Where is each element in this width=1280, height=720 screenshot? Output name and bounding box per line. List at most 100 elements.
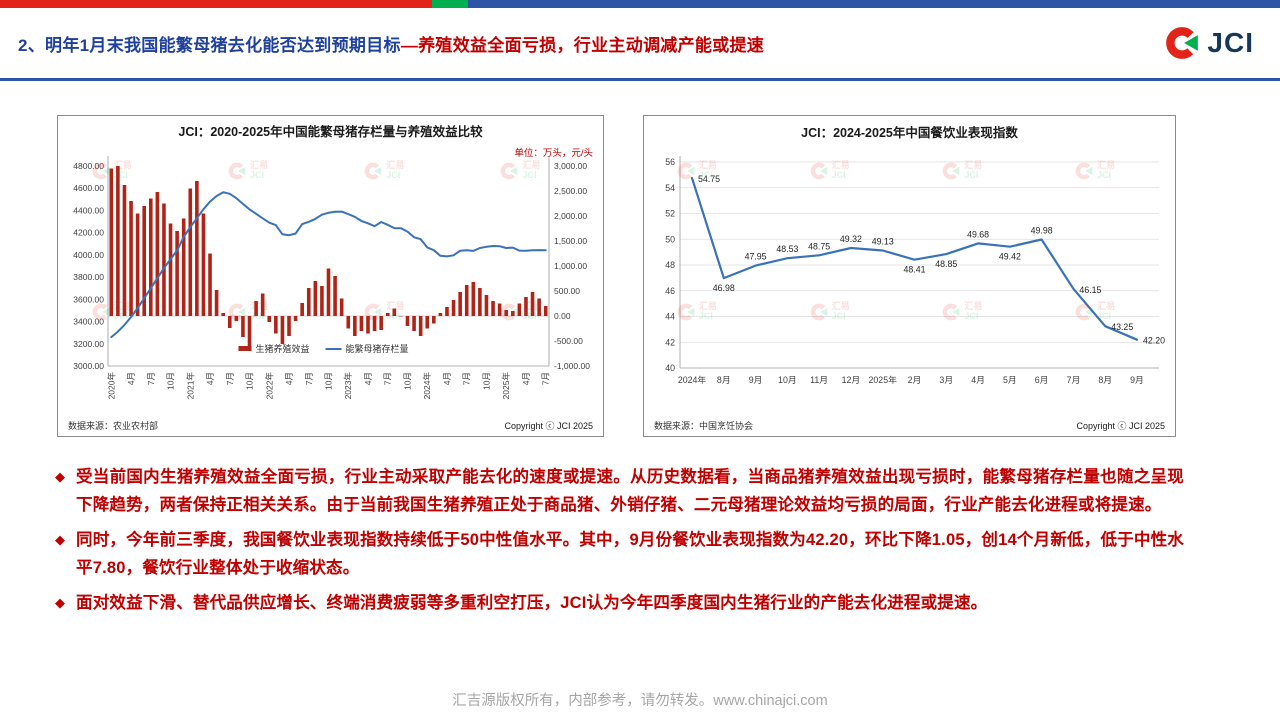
svg-text:46.98: 46.98 — [713, 283, 735, 293]
bullet-text: 受当前国内生猪养殖效益全面亏损，行业主动采取产能去化的速度或提速。从历史数据看，… — [76, 468, 1184, 515]
svg-text:56: 56 — [665, 157, 675, 167]
catering-index-chart: JCI：2024-2025年中国餐饮业表现指数 56 54 52 50 48 46 44 42 4… — [643, 115, 1176, 437]
svg-text:7月: 7月 — [383, 372, 393, 385]
svg-text:48.85: 48.85 — [935, 259, 957, 269]
svg-text:46.15: 46.15 — [1079, 285, 1101, 295]
svg-text:2023年: 2023年 — [343, 372, 353, 400]
footer: 汇吉源版权所有，内部参考，请勿转发。www.chinajci.com — [0, 689, 1280, 710]
svg-text:43.25: 43.25 — [1111, 322, 1133, 332]
bullet-text: 面对效益下滑、替代品供应增长、终端消费疲弱等多重利空打压，JCI认为今年四季度国… — [76, 594, 988, 613]
svg-text:7月: 7月 — [541, 372, 551, 385]
svg-text:500.00: 500.00 — [554, 286, 580, 296]
topbar-red-segment — [0, 0, 432, 8]
svg-text:4000.00: 4000.00 — [73, 250, 104, 260]
svg-text:2025年: 2025年 — [501, 372, 511, 400]
svg-text:6月: 6月 — [1035, 375, 1049, 385]
svg-text:4400.00: 4400.00 — [73, 205, 104, 215]
bullet-diamond-icon: ◆ — [55, 595, 65, 611]
svg-text:0.00: 0.00 — [554, 311, 571, 321]
jci-logo-mark-icon — [1166, 27, 1199, 59]
svg-text:JCI：2020-2025年中国能繁母猪存栏量与养殖效益比较: JCI：2020-2025年中国能繁母猪存栏量与养殖效益比较 — [178, 124, 483, 139]
svg-text:3600.00: 3600.00 — [73, 294, 104, 304]
jci-logo: JCI — [1163, 24, 1254, 62]
page-title-sub: —养殖效益全面亏损，行业主动调减产能或提速 — [400, 35, 765, 55]
svg-text:2021年: 2021年 — [185, 372, 195, 400]
svg-text:42: 42 — [665, 337, 675, 347]
svg-text:3200.00: 3200.00 — [73, 339, 104, 349]
svg-text:7月: 7月 — [146, 372, 156, 385]
svg-text:4200.00: 4200.00 — [73, 228, 104, 238]
svg-text:3400.00: 3400.00 — [73, 317, 104, 327]
svg-text:46: 46 — [665, 286, 675, 296]
svg-text:单位：万头，元/头: 单位：万头，元/头 — [514, 147, 593, 159]
svg-text:54.75: 54.75 — [698, 174, 720, 184]
svg-text:2025年: 2025年 — [869, 374, 898, 385]
svg-text:JCI：2024-2025年中国餐饮业表现指数: JCI：2024-2025年中国餐饮业表现指数 — [801, 125, 1018, 140]
svg-text:5月: 5月 — [1003, 375, 1017, 385]
svg-text:Copyright ⓒ JCI 2025: Copyright ⓒ JCI 2025 — [1076, 421, 1165, 431]
svg-text:7月: 7月 — [1067, 375, 1081, 385]
svg-text:52: 52 — [665, 209, 675, 219]
svg-text:49.98: 49.98 — [1031, 226, 1053, 236]
svg-text:3,000.00: 3,000.00 — [554, 161, 587, 171]
bullet-text: 同时，今年前三季度，我国餐饮业表现指数持续低于50中性值水平。其中，9月份餐饮业… — [76, 531, 1184, 578]
svg-text:42.20: 42.20 — [1143, 336, 1165, 346]
topbar-green-segment — [432, 0, 468, 8]
svg-text:4月: 4月 — [284, 372, 294, 385]
svg-text:7月: 7月 — [225, 372, 235, 385]
header: 2、明年1月末我国能繁母猪去化能否达到预期目标—养殖效益全面亏损，行业主动调减产… — [0, 8, 1280, 78]
svg-text:数据来源：中国烹饪协会: 数据来源：中国烹饪协会 — [654, 420, 753, 431]
svg-text:10月: 10月 — [402, 372, 412, 390]
jci-logo-text: JCI — [1207, 27, 1254, 58]
svg-text:48.75: 48.75 — [808, 241, 830, 251]
svg-text:47.95: 47.95 — [745, 252, 767, 262]
svg-text:10月: 10月 — [778, 375, 797, 385]
header-divider — [0, 78, 1280, 81]
svg-text:48: 48 — [665, 260, 675, 270]
topbar-blue-segment — [468, 0, 1280, 8]
analysis-bullets: ◆ 受当前国内生猪养殖效益全面亏损，行业主动采取产能去化的速度或提速。从历史数据… — [55, 463, 1220, 617]
svg-text:8月: 8月 — [1098, 375, 1112, 385]
svg-text:49.32: 49.32 — [840, 234, 862, 244]
bullet-diamond-icon: ◆ — [55, 532, 65, 548]
svg-text:2,500.00: 2,500.00 — [554, 186, 587, 196]
svg-text:9月: 9月 — [749, 375, 763, 385]
svg-text:2020年: 2020年 — [106, 372, 116, 400]
svg-text:10月: 10月 — [481, 372, 491, 390]
svg-text:3000.00: 3000.00 — [73, 361, 104, 371]
svg-text:4月: 4月 — [126, 372, 136, 385]
svg-text:-1,000.00: -1,000.00 — [554, 361, 590, 371]
svg-text:4月: 4月 — [521, 372, 531, 385]
svg-text:Copyright ⓒ JCI 2025: Copyright ⓒ JCI 2025 — [504, 421, 593, 431]
svg-text:10月: 10月 — [324, 372, 334, 390]
svg-text:1,500.00: 1,500.00 — [554, 236, 587, 246]
svg-text:2024年: 2024年 — [678, 374, 707, 385]
page-title-main: 2、明年1月末我国能繁母猪去化能否达到预期目标 — [18, 35, 401, 55]
svg-text:54: 54 — [665, 183, 675, 193]
svg-text:4月: 4月 — [205, 372, 215, 385]
svg-text:10月: 10月 — [166, 372, 176, 390]
svg-text:9月: 9月 — [1130, 375, 1144, 385]
bullet-diamond-icon: ◆ — [55, 469, 65, 484]
svg-text:4月: 4月 — [971, 375, 985, 385]
svg-text:40: 40 — [665, 363, 675, 373]
svg-text:生猪养殖效益: 生猪养殖效益 — [256, 343, 310, 354]
svg-text:2,000.00: 2,000.00 — [554, 211, 587, 221]
svg-text:7月: 7月 — [462, 372, 472, 385]
sow-inventory-profit-chart: JCI：2020-2025年中国能繁母猪存栏量与养殖效益比较单位：万头，元/头 4… — [57, 115, 604, 437]
svg-text:50: 50 — [665, 234, 675, 244]
svg-text:49.68: 49.68 — [967, 229, 989, 239]
svg-text:4月: 4月 — [442, 372, 452, 385]
svg-text:4800.00: 4800.00 — [73, 161, 104, 171]
top-color-bar — [0, 0, 1280, 8]
svg-text:-500.00: -500.00 — [554, 336, 583, 346]
svg-text:8月: 8月 — [717, 375, 731, 385]
svg-text:数据来源：农业农村部: 数据来源：农业农村部 — [68, 420, 158, 431]
footer-text: 汇吉源版权所有，内部参考，请勿转发。www.chinajci.com — [452, 693, 828, 709]
bullet-item: ◆ 受当前国内生猪养殖效益全面亏损，行业主动采取产能去化的速度或提速。从历史数据… — [55, 463, 1184, 519]
svg-text:4月: 4月 — [363, 372, 373, 385]
svg-text:10月: 10月 — [245, 372, 255, 390]
charts-row: JCI：2020-2025年中国能繁母猪存栏量与养殖效益比较单位：万头，元/头 4… — [57, 115, 1280, 437]
